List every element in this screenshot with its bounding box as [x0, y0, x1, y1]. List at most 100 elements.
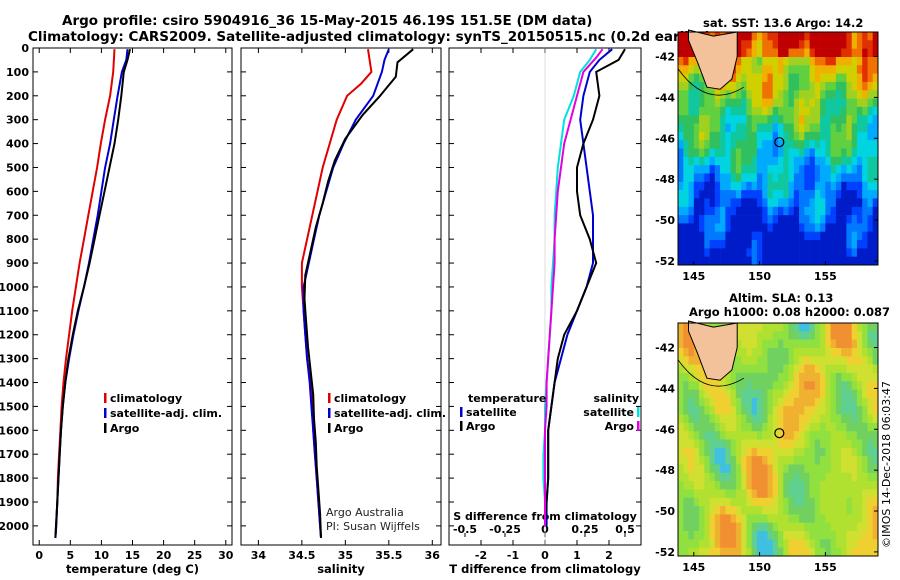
depth-tick-label: 200 [6, 90, 29, 103]
x-tick-label: 35.5 [375, 549, 402, 562]
depth-tick-label: 1600 [0, 424, 29, 437]
map-y-tick-label: -48 [655, 173, 675, 186]
legend-entry: Argo [334, 422, 364, 435]
x-axis-label: T difference from climatology [449, 562, 641, 576]
x-tick-label: 30 [218, 549, 234, 562]
legend-swatch [637, 407, 640, 417]
legend-entry: satellite-adj. clim. [110, 407, 222, 420]
pi-credit: PI: Susan Wijffels [326, 520, 420, 533]
legend-entry-swatch [460, 421, 463, 431]
x-tick-label: 5 [66, 549, 74, 562]
map-y-tick-label: -46 [655, 423, 675, 436]
map-y-tick-label: -44 [655, 382, 675, 395]
legend-entry: climatology [110, 392, 182, 405]
legend-entry-swatch [460, 407, 463, 417]
depth-tick-label: 1800 [0, 472, 29, 485]
argo-position-marker [774, 428, 785, 439]
legend-entry-swatch [328, 393, 331, 403]
sla-map-title: Altim. SLA: 0.13 [729, 291, 834, 305]
legend-salinity-header: salinity [593, 392, 639, 405]
series-argo [303, 48, 414, 538]
depth-tick-label: 800 [6, 233, 29, 246]
depth-tick-label: 2000 [0, 520, 29, 533]
sst-map: -42 -44 -46 -48 -50 -52 145 150 155 [655, 29, 879, 283]
x-tick-label: 36 [425, 549, 441, 562]
depth-tick-label: 1700 [0, 448, 29, 461]
map-y-tick-label: -44 [655, 91, 675, 104]
depth-tick-label: 300 [6, 114, 29, 127]
legend-entry: Argo [466, 420, 496, 433]
sst-map-title: sat. SST: 13.6 Argo: 14.2 [703, 16, 864, 30]
x-tick-label: 34 [251, 549, 267, 562]
map-x-tick-label: 145 [682, 270, 705, 283]
x-tick-label: 15 [125, 549, 140, 562]
map-y-tick-label: -52 [655, 546, 675, 559]
depth-tick-label: 500 [6, 161, 29, 174]
legend-temperature-header: temperature [468, 392, 546, 405]
tasmania-land [688, 320, 738, 381]
series-argo [54, 48, 131, 538]
x-tick-label: 2 [605, 549, 613, 562]
legend-entry-swatch [104, 393, 107, 403]
map-y-tick-label: -42 [655, 51, 675, 64]
x-tick-label: -2 [475, 549, 487, 562]
depth-tick-label: 1000 [0, 281, 29, 294]
depth-tick-label: 1100 [0, 305, 29, 318]
x-tick-label: 0 [541, 549, 549, 562]
imos-timestamp: ©IMOS 14-Dec-2018 06:03:47 [880, 381, 893, 548]
x-tick-label: 25 [187, 549, 202, 562]
x-tick-label: 10 [94, 549, 110, 562]
series-satellite-adj--clim- [54, 49, 129, 538]
depth-tick-label: 0 [21, 42, 29, 55]
legend-entry: satellite [583, 406, 634, 419]
legend-entry-swatch [328, 423, 331, 433]
depth-tick-label: 400 [6, 138, 29, 151]
series-satellite-adj--clim- [302, 48, 390, 538]
map-frame [677, 322, 879, 557]
x2-tick-label: 0.25 [571, 523, 598, 536]
map-y-tick-label: -46 [655, 132, 675, 145]
x2-tick-label: 0.5 [615, 523, 635, 536]
x-tick-label: 0 [35, 549, 43, 562]
panel-frame-1 [240, 47, 442, 546]
depth-tick-label: 100 [6, 66, 29, 79]
legend-entry: Argo [605, 420, 635, 433]
depth-tick-label: 1900 [0, 496, 29, 509]
depth-tick-label: 900 [6, 257, 29, 270]
map-x-tick-label: 145 [682, 561, 705, 574]
series-argo [544, 48, 626, 526]
map-y-tick-label: -42 [655, 342, 675, 355]
legend-entry: Argo [110, 422, 140, 435]
x-tick-label: -1 [507, 549, 519, 562]
title-line-1: Argo profile: csiro 5904916_36 15-May-20… [62, 13, 593, 29]
argo-position-marker [774, 137, 785, 148]
depth-tick-label: 1400 [0, 377, 29, 390]
x-tick-label: 35 [338, 549, 353, 562]
map-y-tick-label: -50 [655, 214, 675, 227]
series-argo [544, 48, 604, 526]
legend-swatch [637, 421, 640, 431]
map-x-tick-label: 155 [814, 561, 837, 574]
shelf-contour [677, 359, 744, 387]
series-satellite [545, 48, 613, 526]
map-frame [677, 31, 879, 266]
tasmania-land [688, 29, 738, 90]
legend-entry: climatology [334, 392, 406, 405]
depth-tick-label: 600 [6, 185, 29, 198]
x2-tick-label: -0.25 [489, 523, 521, 536]
x-tick-label: 34.5 [288, 549, 315, 562]
x-axis-label: salinity [317, 562, 365, 576]
legend-entry-swatch [328, 408, 331, 418]
map-x-tick-label: 155 [814, 270, 837, 283]
map-y-tick-label: -48 [655, 464, 675, 477]
x-axis-label: temperature (deg C) [66, 562, 199, 576]
map-y-tick-label: -52 [655, 255, 675, 268]
map-x-tick-label: 150 [748, 270, 771, 283]
shelf-contour [677, 68, 744, 96]
sla-map: -42 -44 -46 -48 -50 -52 145 150 155 [655, 320, 879, 574]
legend-entry-swatch [104, 408, 107, 418]
depth-tick-label: 1300 [0, 353, 29, 366]
argo-australia-credit: Argo Australia [326, 506, 404, 519]
legend-entry: satellite [466, 406, 517, 419]
